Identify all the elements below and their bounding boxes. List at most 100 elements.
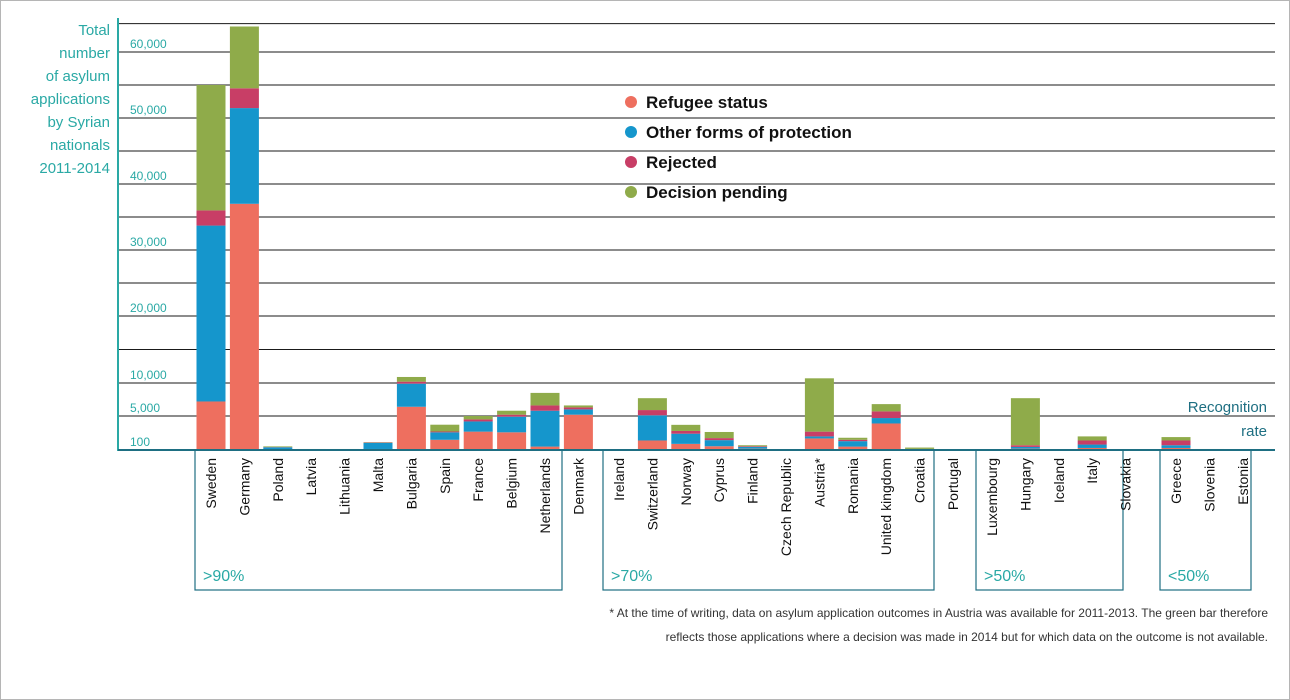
country-label: Latvia	[303, 458, 319, 496]
y-tick-label: 20,000	[130, 301, 167, 315]
country-label: Lithuania	[337, 458, 353, 515]
bar-segment	[637, 410, 667, 416]
bar-segment	[1010, 446, 1040, 449]
legend-label-rejected: Rejected	[646, 153, 717, 172]
bar-segment	[1077, 447, 1107, 450]
bar-segment	[530, 392, 560, 406]
y-axis-label-line-4: applications	[30, 91, 110, 108]
bar-segment	[497, 414, 527, 417]
country-label: United kingdom	[878, 458, 894, 555]
bar-segment	[563, 405, 593, 408]
bar-segment	[530, 446, 560, 450]
country-label: Germany	[236, 458, 252, 516]
footnote-line-1: * At the time of writing, data on asylum…	[609, 606, 1268, 620]
bar-segment	[563, 409, 593, 415]
bar-segment	[871, 423, 901, 450]
bar-segment	[363, 442, 393, 449]
bar-segment	[1161, 447, 1191, 450]
bar-segment	[905, 447, 935, 449]
country-label: Slovenia	[1201, 458, 1217, 512]
bar-segment	[637, 415, 667, 441]
country-label: Greece	[1168, 458, 1184, 504]
country-label: Iceland	[1051, 458, 1067, 503]
y-axis-label-line-3: of asylum	[45, 68, 110, 85]
bar-segment	[1010, 398, 1040, 446]
bar-segment	[196, 225, 226, 402]
bar-segment	[871, 404, 901, 412]
country-label: France	[470, 458, 486, 502]
bar-segment	[430, 432, 460, 440]
bar-segment	[563, 414, 593, 450]
bar-segment	[396, 381, 426, 384]
bar-segment	[463, 416, 493, 420]
legend-swatch-other	[625, 126, 637, 138]
bar-segment	[396, 406, 426, 450]
country-label: Ireland	[611, 458, 627, 501]
bar-segment	[704, 431, 734, 439]
bar-segment	[804, 436, 834, 439]
bar-segment	[637, 440, 667, 450]
country-label: Switzerland	[644, 458, 660, 530]
bar-segment	[229, 108, 259, 204]
bar-segment	[463, 419, 493, 422]
country-label: Slovakia	[1118, 458, 1134, 511]
country-label: Italy	[1084, 458, 1100, 484]
bar-segment	[229, 26, 259, 89]
recognition-group-box	[975, 449, 1124, 591]
y-tick-label: 10,000	[130, 368, 167, 382]
recognition-group-label: >50%	[984, 568, 1025, 585]
country-label: Romania	[845, 458, 861, 514]
y-tick-label: 30,000	[130, 235, 167, 249]
recognition-rate-label: Recognition	[1188, 399, 1267, 416]
recognition-group-label: <50%	[1168, 568, 1209, 585]
bar-segment	[396, 383, 426, 407]
y-tick-label: 50,000	[130, 103, 167, 117]
country-label: Austria*	[811, 457, 827, 507]
country-label: Spain	[437, 458, 453, 494]
legend-swatch-refugee	[625, 96, 637, 108]
recognition-group-label: >90%	[203, 568, 244, 585]
bar-segment	[804, 431, 834, 437]
bar-segment	[1161, 437, 1191, 441]
y-tick-label: 60,000	[130, 37, 167, 51]
bar-segment	[838, 441, 868, 447]
bar-segment	[804, 438, 834, 450]
bar-segment	[1010, 445, 1040, 447]
bar-segment	[838, 437, 868, 440]
bar-segment	[1161, 440, 1191, 446]
bar-segment	[1161, 445, 1191, 448]
legend-label-other: Other forms of protection	[646, 123, 852, 142]
bar-segment	[463, 431, 493, 450]
bar-segment	[430, 439, 460, 450]
bar-segment	[196, 85, 226, 211]
country-label: Norway	[678, 458, 694, 505]
y-tick-label: 40,000	[130, 169, 167, 183]
bar-segment	[704, 438, 734, 441]
bar-segment	[671, 430, 701, 434]
y-axis-label-line-6: nationals	[49, 137, 110, 154]
bar-segment	[671, 424, 701, 431]
bar-segment	[738, 446, 768, 447]
bar-segment	[1077, 436, 1107, 441]
bar-segment	[196, 210, 226, 226]
bar-segment	[738, 445, 768, 447]
country-label: Cyprus	[711, 458, 727, 502]
bar-segment	[263, 447, 293, 450]
bar-segment	[530, 405, 560, 411]
bar-segment	[1077, 440, 1107, 445]
bar-segment	[229, 203, 259, 450]
y-tick-label: 5,000	[130, 401, 160, 415]
country-label: Bulgaria	[403, 458, 419, 510]
bar-segment	[263, 446, 293, 448]
country-label: Hungary	[1017, 458, 1033, 511]
recognition-group-box	[1159, 449, 1252, 591]
bar-segment	[430, 424, 460, 432]
bar-segment	[838, 439, 868, 442]
bar-segment	[463, 421, 493, 432]
bar-segment	[671, 443, 701, 450]
bar-segment	[804, 378, 834, 432]
country-label: Estonia	[1235, 458, 1251, 505]
y-tick-label: 100	[130, 435, 150, 449]
legend-swatch-rejected	[625, 156, 637, 168]
